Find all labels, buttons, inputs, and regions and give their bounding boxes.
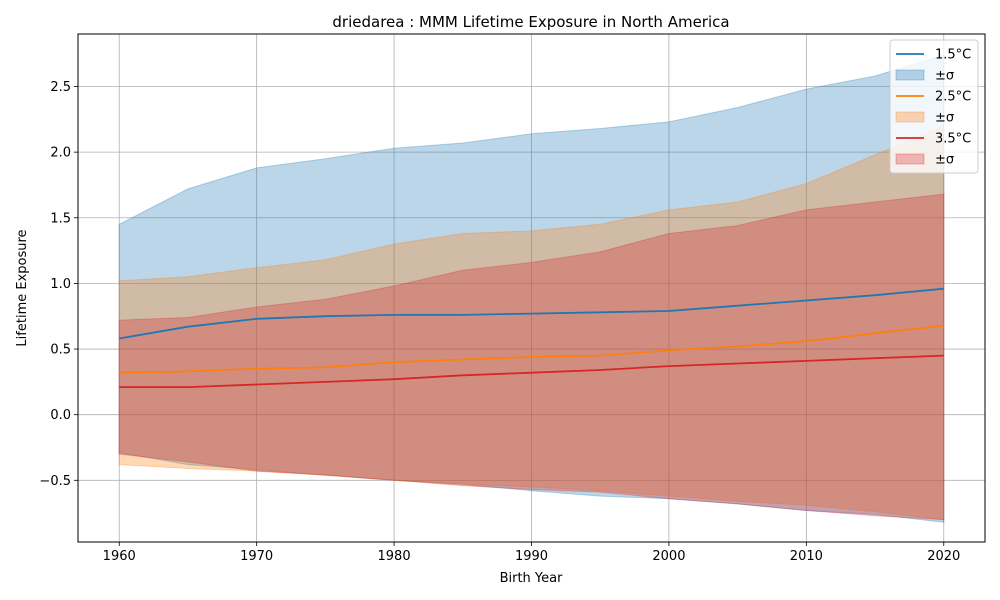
x-axis-label: Birth Year bbox=[500, 571, 564, 586]
line-25c bbox=[119, 324, 944, 374]
legend-label: ±σ bbox=[935, 153, 954, 168]
y-tick-label: 2.0 bbox=[50, 146, 71, 161]
legend-label: 2.5°C bbox=[935, 90, 971, 105]
band-15c bbox=[118, 54, 945, 523]
y-tick-label: 0.5 bbox=[50, 343, 71, 358]
y-tick-label: 0.0 bbox=[50, 408, 71, 423]
x-tick-label: 2020 bbox=[927, 549, 960, 564]
legend-label: 3.5°C bbox=[935, 132, 971, 147]
x-tick-label: 2000 bbox=[652, 549, 685, 564]
legend-box bbox=[889, 39, 979, 174]
legend-band-swatch bbox=[895, 111, 925, 123]
y-tick-label: −0.5 bbox=[39, 474, 71, 489]
band-25c bbox=[118, 125, 945, 521]
x-axis-ticks: 1960 1970 1980 1990 2000 2010 2020 bbox=[103, 542, 960, 564]
grid bbox=[78, 34, 985, 542]
y-tick-label: 1.0 bbox=[50, 277, 71, 292]
legend-band-swatch bbox=[895, 153, 925, 165]
y-tick-label: 2.5 bbox=[50, 80, 71, 95]
x-tick-label: 1980 bbox=[378, 549, 411, 564]
legend-label: 1.5°C bbox=[935, 48, 971, 63]
chart-title: driedarea : MMM Lifetime Exposure in Nor… bbox=[332, 13, 729, 31]
legend-label: ±σ bbox=[935, 69, 954, 84]
x-tick-label: 2010 bbox=[790, 549, 823, 564]
line-15c bbox=[119, 287, 944, 340]
x-tick-label: 1990 bbox=[515, 549, 548, 564]
error-bands bbox=[118, 54, 945, 523]
y-tick-label: 1.5 bbox=[50, 211, 71, 226]
y-axis-label: Lifetime Exposure bbox=[15, 229, 30, 346]
legend: 1.5°C ±σ 2.5°C ±σ 3.5°C ±σ bbox=[889, 39, 979, 174]
legend-label: ±σ bbox=[935, 111, 954, 126]
x-tick-label: 1970 bbox=[240, 549, 273, 564]
y-axis-ticks: −0.5 0.0 0.5 1.0 1.5 2.0 2.5 bbox=[39, 80, 78, 489]
legend-band-swatch bbox=[895, 69, 925, 81]
line-35c bbox=[119, 354, 944, 389]
series-lines bbox=[119, 287, 944, 389]
x-tick-label: 1960 bbox=[103, 549, 136, 564]
